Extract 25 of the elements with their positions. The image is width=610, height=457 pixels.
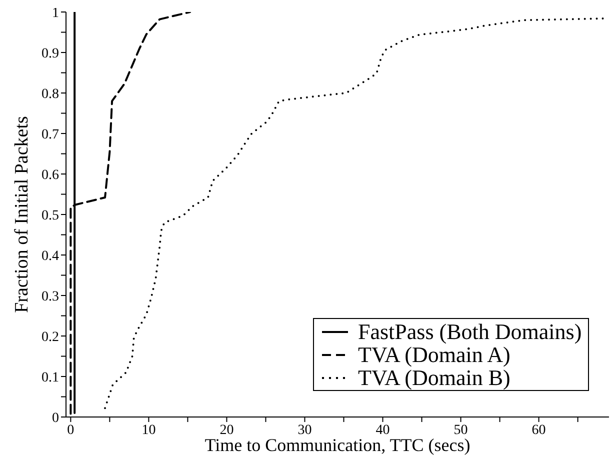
x-tick-label: 10 — [142, 422, 156, 438]
y-tick-label: 0.9 — [42, 46, 59, 62]
y-tick-label: 0.4 — [42, 248, 59, 264]
x-tick-label: 20 — [220, 422, 234, 438]
x-tick-label: 60 — [532, 422, 546, 438]
y-tick-label: 0.3 — [42, 289, 59, 304]
y-tick-label: 0.7 — [42, 127, 59, 142]
y-tick-label: 0 — [52, 410, 59, 426]
y-tick-label: 0.5 — [42, 208, 59, 224]
legend-label: TVA (Domain B) — [358, 365, 510, 390]
x-tick-label: 0 — [67, 422, 74, 438]
x-tick-label: 30 — [298, 422, 312, 438]
y-tick-label: 0.1 — [42, 370, 59, 386]
legend-label: TVA (Domain A) — [358, 342, 510, 367]
y-tick-label: 1 — [52, 6, 59, 21]
line-series — [104, 17, 604, 410]
y-tick-label: 0.8 — [42, 86, 59, 102]
line-series — [70, 12, 192, 415]
x-tick-label: 40 — [376, 422, 390, 438]
x-tick-label: 50 — [454, 422, 468, 438]
legend-label: FastPass (Both Domains) — [358, 319, 582, 344]
y-tick-label: 0.6 — [42, 168, 59, 183]
y-axis-title: Fraction of Initial Packets — [12, 116, 32, 313]
y-tick-label: 0.2 — [42, 330, 59, 345]
x-axis-title: Time to Communication, TTC (secs) — [204, 435, 470, 455]
